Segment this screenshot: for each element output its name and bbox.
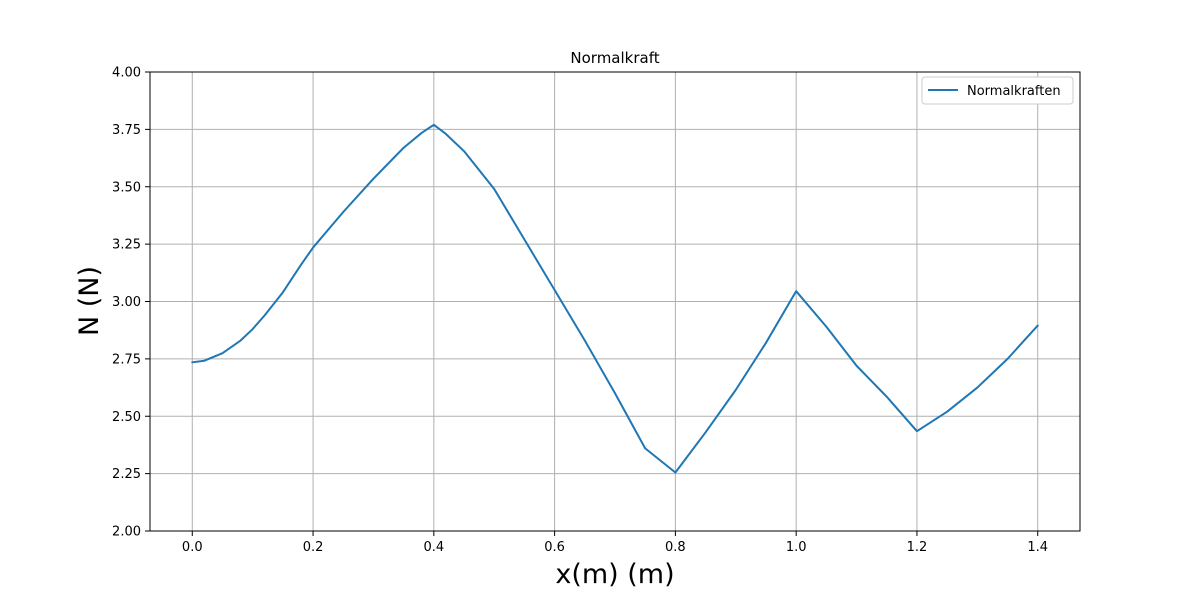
x-axis-label: x(m) (m) (555, 559, 674, 590)
series-layer (191, 123, 1039, 474)
y-tick-label: 3.75 (112, 123, 141, 138)
y-tick-label: 3.00 (112, 295, 141, 310)
x-tick-label: 0.4 (423, 540, 444, 555)
chart-title: Normalkraft (570, 49, 659, 67)
y-tick-label: 3.50 (112, 180, 141, 195)
x-tick-label: 1.4 (1027, 540, 1048, 555)
y-axis-label: N (N) (74, 266, 105, 336)
y-tick-label: 2.00 (112, 525, 141, 540)
legend-box (921, 76, 1074, 105)
series-line-0 (191, 123, 1039, 474)
x-tick-label: 0.6 (544, 540, 565, 555)
x-tick-label: 1.0 (786, 540, 807, 555)
x-tick-label: 0.8 (665, 540, 686, 555)
x-tick-label: 0.0 (182, 540, 203, 555)
y-tick-label: 2.50 (112, 410, 141, 425)
x-tick-label: 1.2 (907, 540, 928, 555)
x-tick-label: 0.2 (303, 540, 324, 555)
legend: Normalkraften (921, 76, 1074, 105)
y-tick-label: 2.25 (112, 467, 141, 482)
y-tick-label: 3.25 (112, 238, 141, 253)
y-tick-label: 4.00 (112, 66, 141, 81)
axis-ticks: 0.0 0.2 0.4 0.6 0.8 1.0 1.2 1.4 2.00 2.25 2.50 2.75… (112, 66, 1048, 556)
legend-label: Normalkraften (967, 84, 1061, 99)
y-tick-label: 2.75 (112, 352, 141, 367)
